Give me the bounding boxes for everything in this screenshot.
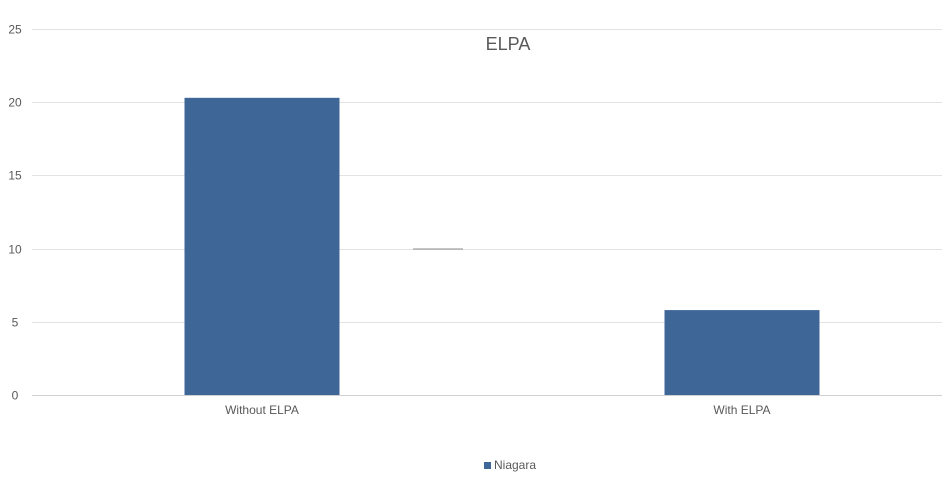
y-tick-label: 15 [8,169,22,183]
x-axis-category-labels: Without ELPA With ELPA [225,403,770,417]
legend-label-niagara: Niagara [494,458,536,472]
bar-without-elpa [184,97,340,396]
chart-title: ELPA [486,34,531,54]
y-tick-label: 10 [8,243,22,257]
bar-with-elpa [664,310,820,395]
y-tick-label: 0 [12,389,19,403]
bars [184,97,820,396]
legend-swatch-niagara [484,462,491,469]
x-category-label: With ELPA [713,403,770,417]
legend: Niagara [484,458,536,472]
y-tick-label: 25 [8,23,22,37]
x-category-label: Without ELPA [225,403,299,417]
y-tick-label: 5 [12,316,19,330]
gridlines [32,29,942,396]
y-axis-tick-labels: 0 5 10 15 20 25 [8,23,22,403]
y-tick-label: 20 [8,96,22,110]
